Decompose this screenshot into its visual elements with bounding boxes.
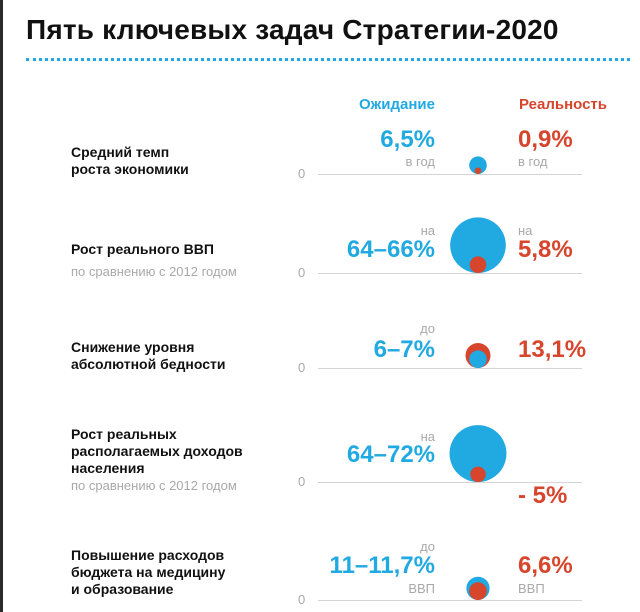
task-label-line: располагаемых доходов	[71, 443, 243, 459]
expected-note-bottom: ВВП	[408, 581, 435, 596]
task-sublabel: по сравнению с 2012 годом	[71, 478, 237, 493]
baseline-line	[318, 600, 582, 601]
reality-bubble	[474, 167, 482, 174]
task-label-line: абсолютной бедности	[71, 356, 226, 372]
task-label: Повышение расходов бюджета на медицину и…	[71, 547, 225, 598]
baseline-zero-label: 0	[298, 474, 306, 489]
baseline-line	[318, 174, 582, 175]
expected-note-top: на	[420, 223, 435, 238]
reality-bubble	[469, 582, 487, 600]
reality-bubble	[470, 466, 486, 482]
expected-bubble	[469, 156, 487, 174]
reality-bubble	[469, 256, 487, 274]
baseline-zero-label: 0	[298, 360, 306, 375]
task-label-line: Рост реальных	[71, 426, 177, 442]
reality-value: 13,1%	[518, 336, 587, 363]
task-label: Снижение уровня абсолютной бедности	[71, 339, 226, 373]
expected-note-bottom: в год	[405, 154, 435, 169]
reality-value: 5,8%	[518, 236, 573, 263]
baseline-line	[318, 273, 582, 274]
expected-value: 64–72%	[346, 441, 435, 468]
expected-note-top: до	[420, 539, 435, 554]
baseline-line	[318, 368, 582, 369]
expected-value: 64–66%	[346, 236, 435, 263]
expected-bubble	[469, 350, 487, 368]
task-label: Рост реального ВВП по сравнению с 2012 г…	[71, 241, 237, 280]
expected-bubble	[450, 217, 506, 273]
expected-value: 11–11,7%	[329, 552, 435, 579]
reality-note-top: на	[518, 223, 533, 238]
expected-note-top: до	[420, 321, 435, 336]
task-label-line: Рост реального ВВП	[71, 241, 214, 257]
page-title: Пять ключевых задач Стратегии-2020	[26, 14, 559, 45]
task-label-line: Повышение расходов	[71, 547, 225, 563]
expected-note-top: на	[420, 429, 435, 444]
task-label-line: Средний темп	[71, 144, 170, 160]
task-label-line: населения	[71, 460, 145, 476]
baseline-line	[318, 482, 582, 483]
task-label-line: Снижение уровня	[71, 339, 195, 355]
expected-value: 6–7%	[373, 336, 435, 363]
left-edge-bar	[0, 0, 3, 612]
expected-value: 6,5%	[380, 126, 435, 153]
task-label-line: бюджета на медицину	[71, 564, 226, 580]
expected-bubble	[449, 425, 507, 482]
task-sublabel: по сравнению с 2012 годом	[71, 264, 237, 279]
task-label: Рост реальных располагаемых доходов насе…	[71, 426, 243, 494]
baseline-zero-label: 0	[298, 166, 306, 181]
task-label: Средний темп роста экономики	[71, 144, 189, 178]
column-header-reality: Реальность	[519, 96, 608, 113]
dotted-divider	[26, 58, 630, 61]
reality-value: - 5%	[518, 482, 568, 509]
task-label-line: роста экономики	[71, 161, 189, 177]
reality-note-bottom: в год	[518, 154, 548, 169]
reality-note-bottom: ВВП	[518, 581, 545, 596]
task-label-line: и образование	[71, 581, 174, 597]
baseline-zero-label: 0	[298, 265, 306, 280]
baseline-zero-label: 0	[298, 592, 306, 607]
reality-value: 6,6%	[518, 552, 573, 579]
column-header-expected: Ожидание	[358, 96, 435, 113]
reality-value: 0,9%	[518, 126, 573, 153]
